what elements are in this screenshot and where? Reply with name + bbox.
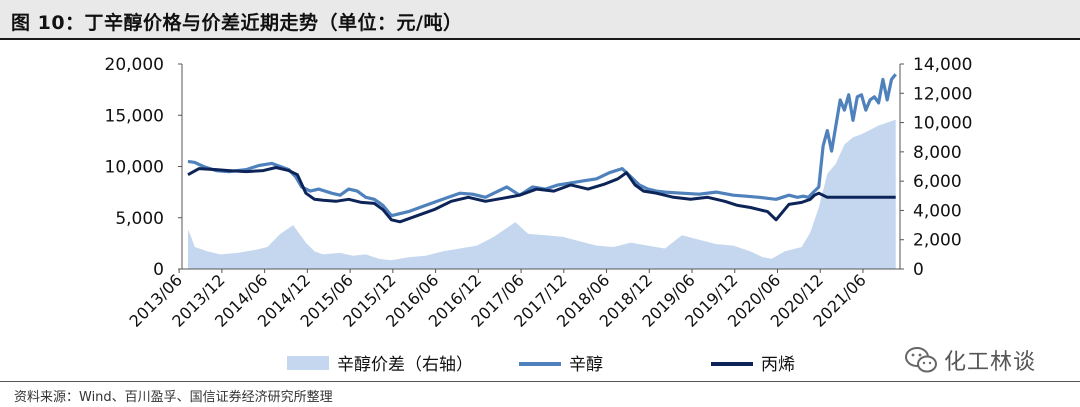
right-tick-label: 0: [913, 260, 924, 280]
source-note: 资料来源：Wind、百川盈孚、国信证券经济研究所整理: [14, 390, 333, 405]
right-tick-label: 6,000: [913, 172, 962, 192]
series-propylene-line: [187, 166, 896, 224]
watermark: 化工林谈: [904, 344, 1036, 376]
legend-octanol-label: 辛醇: [569, 355, 603, 375]
price-spread-chart: 0 5,000 10,000 15,000 20,000 0 2,000 4,000 6,000…: [105, 55, 973, 375]
left-tick-label: 5,000: [115, 209, 164, 229]
legend: 辛醇价差（右轴） 辛醇 丙烯: [287, 355, 795, 375]
legend-propylene-label: 丙烯: [761, 355, 795, 375]
series-spread-area: [187, 119, 896, 269]
left-tick-label: 20,000: [105, 55, 164, 75]
legend-spread-label: 辛醇价差（右轴）: [337, 355, 473, 375]
right-tick-label: 14,000: [913, 55, 972, 75]
plot-area: [187, 73, 897, 269]
series-octanol-line: [187, 73, 897, 218]
right-tick-label: 8,000: [913, 143, 962, 163]
left-tick-label: 10,000: [105, 158, 164, 178]
wechat-icon: [905, 347, 937, 373]
right-tick-label: 12,000: [913, 84, 972, 104]
right-tick-label: 4,000: [913, 201, 962, 221]
right-tick-label: 2,000: [913, 231, 962, 251]
watermark-text: 化工林谈: [944, 350, 1037, 375]
figure-footer: 资料来源：Wind、百川盈孚、国信证券经济研究所整理: [0, 381, 1080, 407]
left-tick-label: 0: [153, 260, 164, 280]
figure-header: 图 10：丁辛醇价格与价差近期走势（单位：元/吨）: [0, 0, 1080, 40]
figure-title: 图 10：丁辛醇价格与价差近期走势（单位：元/吨）: [11, 12, 463, 34]
right-tick-label: 10,000: [913, 114, 972, 134]
left-tick-label: 15,000: [105, 106, 164, 126]
legend-spread-swatch: [287, 356, 329, 370]
